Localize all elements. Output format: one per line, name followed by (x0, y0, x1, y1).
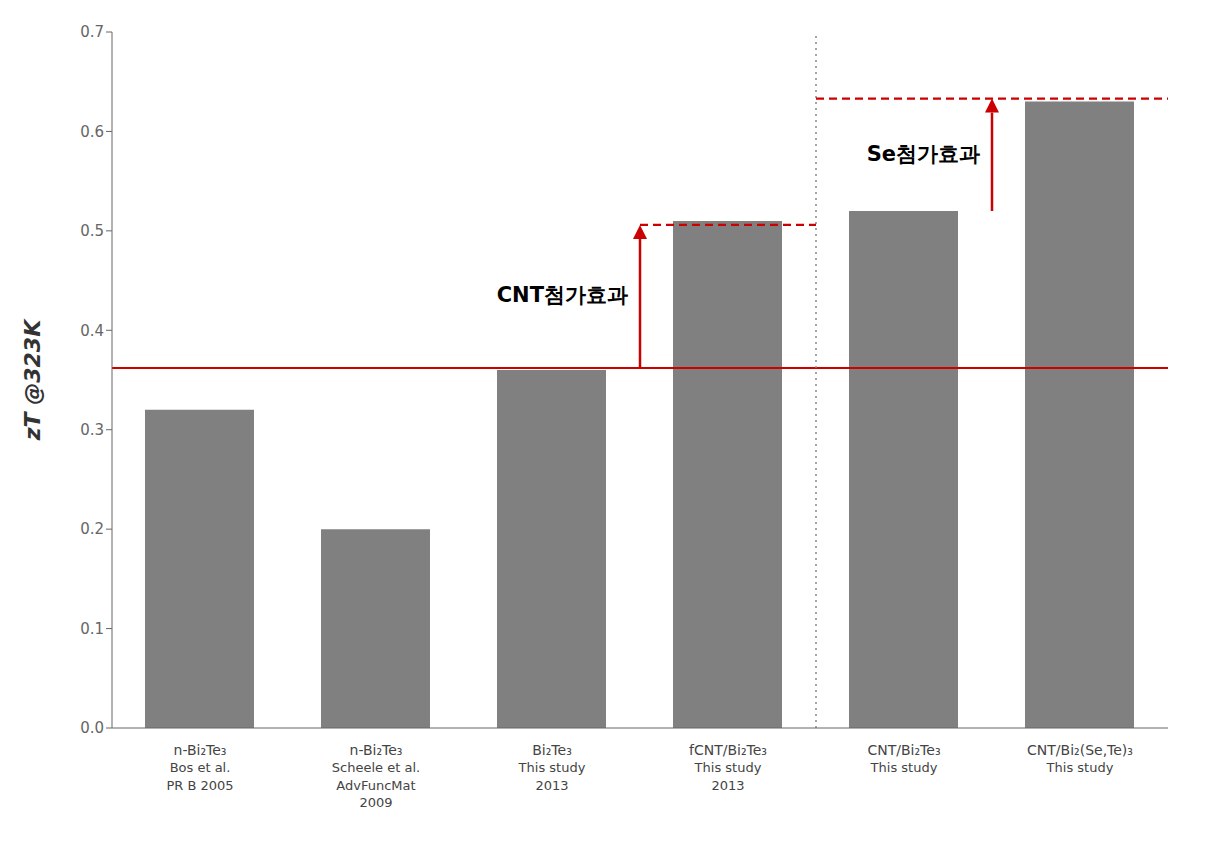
svg-text:CNT/Bi₂Te₃This study: CNT/Bi₂Te₃This study (867, 742, 940, 776)
svg-text:0.0: 0.0 (80, 719, 104, 737)
svg-text:n-Bi₂Te₃Bos et al.PR B 2005: n-Bi₂Te₃Bos et al.PR B 2005 (166, 742, 233, 793)
svg-text:Bi₂Te₃This study2013: Bi₂Te₃This study2013 (518, 742, 586, 793)
svg-text:0.6: 0.6 (80, 123, 104, 141)
svg-text:n-Bi₂Te₃Scheele et al.AdvFuncM: n-Bi₂Te₃Scheele et al.AdvFuncMat2009 (332, 742, 420, 811)
svg-text:zT @323K: zT @323K (20, 318, 45, 441)
svg-text:fCNT/Bi₂Te₃This study2013: fCNT/Bi₂Te₃This study2013 (689, 742, 767, 793)
svg-text:0.3: 0.3 (80, 421, 104, 439)
svg-text:0.2: 0.2 (80, 520, 104, 538)
svg-text:0.5: 0.5 (80, 222, 104, 240)
svg-text:0.7: 0.7 (80, 23, 104, 41)
svg-text:Se첨가효과: Se첨가효과 (867, 142, 980, 166)
svg-text:0.4: 0.4 (80, 322, 104, 340)
svg-text:CNT첨가효과: CNT첨가효과 (497, 283, 628, 307)
svg-text:CNT/Bi₂(Se,Te)₃This study: CNT/Bi₂(Se,Te)₃This study (1027, 742, 1133, 776)
svg-text:0.1: 0.1 (80, 620, 104, 638)
